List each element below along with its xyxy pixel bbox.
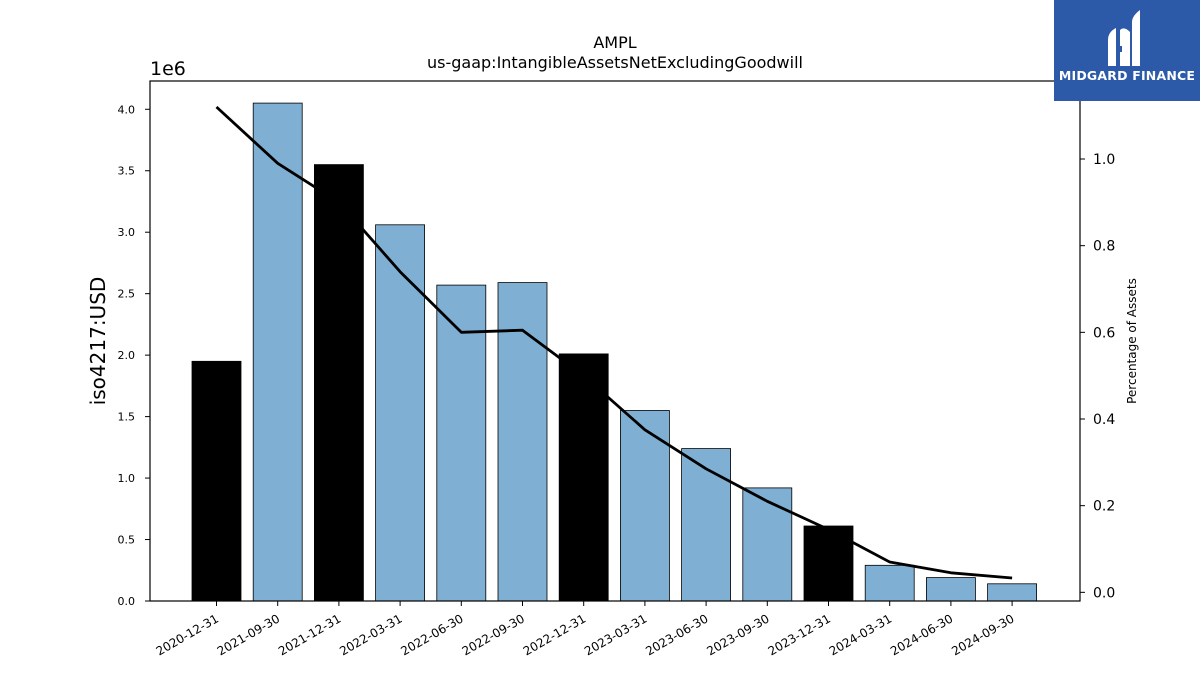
x-tick-label: 2021-12-31 <box>276 611 343 658</box>
x-tick-label: 2023-09-30 <box>704 611 771 658</box>
plot-frame <box>149 80 1081 602</box>
bar <box>558 353 609 602</box>
y2-tick-label: 1.0 <box>1093 152 1115 168</box>
bar <box>436 284 487 602</box>
x-tick-label: 2023-12-31 <box>766 611 833 658</box>
x-tick-label: 2024-06-30 <box>888 611 955 658</box>
chart-marks: 0.0 0.5 1.0 1.5 2.0 2.5 3.0 3.5 4.0 0.0 0.2 0.4 0.6 0… <box>118 102 1115 658</box>
x-tick-label: 2022-06-30 <box>398 611 465 658</box>
y-axis-label: iso4217:USD <box>86 277 110 406</box>
y-tick-label: 0.0 <box>118 595 136 608</box>
y2-tick-label: 0.6 <box>1093 325 1115 341</box>
x-tick-label: 2020-12-31 <box>154 611 221 658</box>
y2-tick-label: 0.4 <box>1093 412 1115 428</box>
y-tick-label: 1.5 <box>118 411 136 424</box>
bar <box>252 102 303 602</box>
y2-tick-label: 0.2 <box>1093 499 1115 515</box>
midgard-finance-logo-icon <box>1108 10 1140 66</box>
bar <box>191 360 242 602</box>
y-tick-label: 3.0 <box>118 226 136 239</box>
x-tick-label: 2023-03-31 <box>582 611 649 658</box>
chart-subtitle: us-gaap:IntangibleAssetsNetExcludingGood… <box>427 53 803 72</box>
y-tick-label: 1.0 <box>118 472 136 485</box>
bar <box>313 164 364 602</box>
bar <box>987 583 1037 602</box>
bar <box>926 577 976 602</box>
x-tick-label: 2021-09-30 <box>215 611 282 658</box>
y-tick-label: 2.0 <box>118 349 136 362</box>
y-offset-label: 1e6 <box>150 58 186 80</box>
x-tick-label: 2023-06-30 <box>643 611 710 658</box>
bar <box>742 487 793 602</box>
logo-text: MIDGARD FINANCE <box>1058 68 1196 83</box>
bar <box>620 410 670 602</box>
bar <box>864 564 915 602</box>
y2-tick-label: 0.8 <box>1093 239 1115 255</box>
y-tick-label: 4.0 <box>118 103 136 116</box>
y-tick-label: 3.5 <box>118 165 136 178</box>
midgard-finance-logo: MIDGARD FINANCE <box>1054 0 1200 101</box>
y-tick-label: 2.5 <box>118 288 136 301</box>
percentage-line <box>215 105 1013 580</box>
y-tick-label: 0.5 <box>118 534 136 547</box>
bar <box>681 448 731 602</box>
bar <box>497 282 548 602</box>
x-tick-label: 2022-03-31 <box>337 611 404 658</box>
bar <box>375 224 426 602</box>
chart-title: AMPL <box>593 33 636 52</box>
x-tick-label: 2022-09-30 <box>460 611 527 658</box>
x-tick-label: 2024-09-30 <box>949 611 1016 658</box>
y2-tick-label: 0.0 <box>1093 585 1115 601</box>
x-tick-label: 2022-12-31 <box>521 611 588 658</box>
x-tick-label: 2024-03-31 <box>827 611 894 658</box>
y2-axis-label: Percentage of Assets <box>1125 278 1139 404</box>
